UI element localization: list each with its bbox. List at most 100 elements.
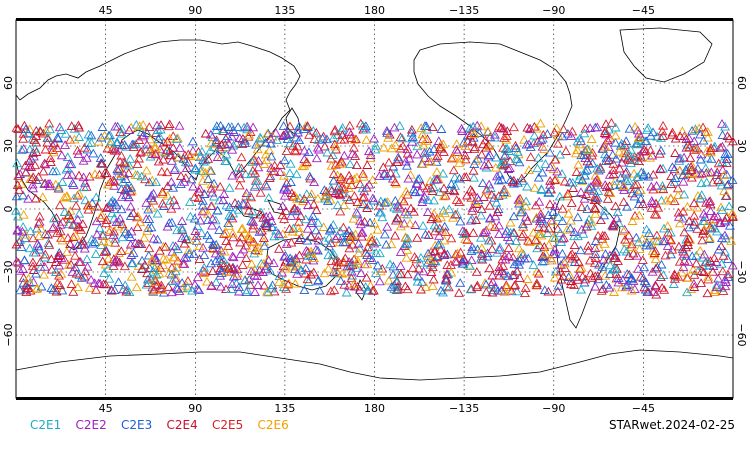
observation-triangle [271,135,282,144]
observation-triangle [613,218,624,228]
observation-triangle [52,228,63,237]
observation-triangle [418,220,428,230]
observation-triangle [11,205,21,215]
observation-triangle [293,223,304,232]
observation-triangle [728,136,738,146]
observation-triangle [410,187,421,197]
observation-triangle [430,246,441,256]
observation-triangle [194,183,205,193]
observation-triangle [619,140,630,149]
observation-triangle [179,259,190,268]
legend-item-c2e3: C2E3 [121,418,152,432]
observation-triangle [311,127,322,137]
observation-triangle [505,227,516,237]
observation-triangle [444,204,455,214]
observation-triangle [101,215,112,224]
observation-triangle [109,145,120,155]
observation-triangle [561,146,571,155]
observation-triangle [698,267,709,276]
observation-triangle [243,131,254,141]
observation-triangle [284,168,295,177]
observation-triangle [16,242,27,251]
observation-triangle [657,181,668,190]
observation-triangle [350,281,360,291]
observation-triangle [137,255,148,265]
observation-triangle [20,229,31,239]
observation-triangle [164,119,175,129]
observation-triangle [614,163,625,173]
observation-triangle [241,188,252,197]
observation-triangle [593,165,604,175]
observation-triangle [609,287,619,296]
observation-triangle [351,160,362,170]
observation-triangle [237,198,248,208]
observation-triangle [396,194,407,204]
observation-triangle [507,270,518,279]
observation-triangle [162,136,173,146]
observation-triangle [692,163,703,173]
observation-triangle [530,200,541,210]
observation-triangle [435,142,445,152]
observation-triangle [438,183,449,193]
observation-triangle [23,161,34,171]
observation-triangle [87,238,98,248]
observation-triangle [48,222,59,231]
observation-triangle [80,266,91,276]
observation-triangle [529,183,540,192]
observation-triangle [356,228,367,237]
observation-triangle [240,169,251,179]
observation-triangle [98,236,109,246]
observation-triangle [99,268,110,277]
observation-triangle [562,224,573,234]
observation-triangle [604,170,615,179]
observation-triangle [259,218,270,228]
observation-triangle [479,160,490,170]
observation-triangle [82,254,92,264]
observation-triangle [543,223,554,233]
longitude-tick-label: 45 [99,402,113,415]
observation-triangle [302,274,313,284]
observation-triangle [162,145,173,155]
observation-triangle [696,178,707,188]
observation-triangle [423,248,434,258]
observation-triangle [46,254,57,264]
observation-triangle [185,211,196,221]
observation-triangle [651,230,662,240]
observation-triangle [648,169,659,179]
observation-triangle [233,199,244,209]
observation-triangle [648,287,659,296]
observation-triangle [634,244,645,253]
observation-triangle [579,193,590,203]
observation-triangle [536,184,547,193]
observation-triangle [114,257,125,267]
observation-triangle [537,133,548,143]
observation-triangle [548,207,559,216]
observation-triangle [523,253,534,263]
observation-triangle [472,280,483,290]
observation-triangle [19,255,30,265]
observation-triangle [474,128,485,137]
observation-triangle [531,123,542,133]
observation-triangle [633,151,643,161]
observation-triangle [90,169,100,178]
observation-triangle [242,121,253,131]
observation-triangle [390,168,401,178]
observation-triangle [126,185,137,195]
observation-triangle [362,250,373,260]
observation-triangle [702,126,713,136]
observation-triangle [302,121,313,130]
observation-triangle [648,184,659,194]
observation-triangle [14,185,25,195]
observation-triangle [345,231,356,241]
observation-triangle [188,181,199,191]
observation-triangle [610,130,621,140]
observation-triangle [612,256,623,265]
observation-triangle [115,213,125,223]
observation-triangle [280,263,291,273]
observation-triangle [701,177,712,187]
observation-triangle [569,240,580,250]
observation-triangle [651,180,662,190]
observation-triangle [78,172,89,182]
observation-triangle [531,278,542,288]
